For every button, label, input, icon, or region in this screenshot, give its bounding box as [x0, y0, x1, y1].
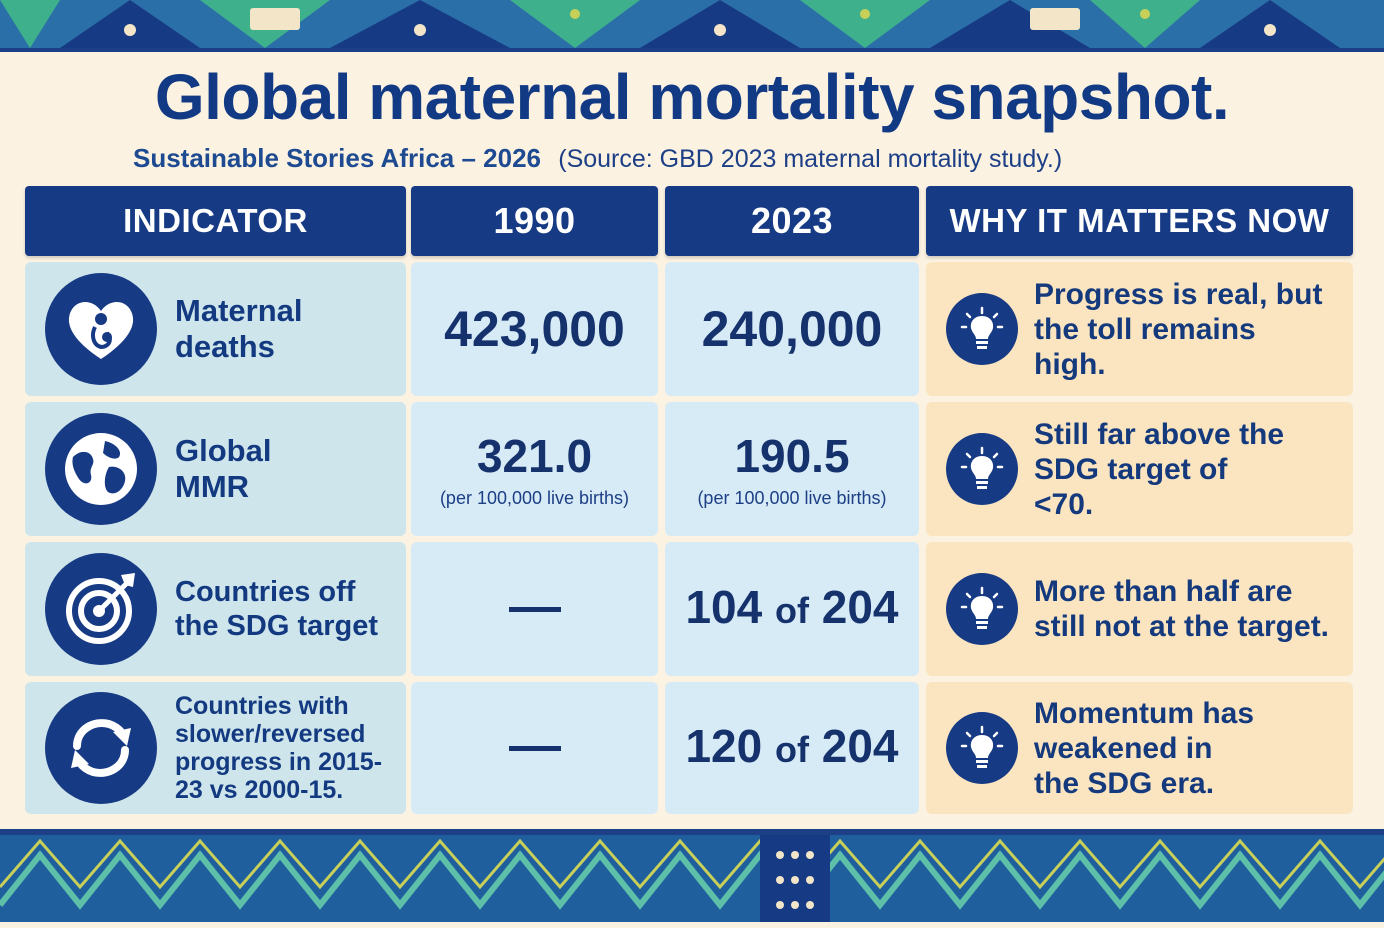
row-4-indicator: Countries with slower/reversed progress …: [25, 682, 406, 814]
row-2-2023: 190.5 (per 100,000 live births): [665, 402, 919, 536]
subtitle-brand: Sustainable Stories Africa – 2026: [133, 143, 542, 173]
row-3-why: More than half are still not at the targ…: [926, 542, 1353, 676]
indicator-label: Maternal deaths: [175, 293, 303, 364]
row-1-1990: 423,000: [411, 262, 658, 396]
header-why-it-matters: WHY IT MATTERS NOW: [926, 186, 1353, 256]
target-icon: [45, 553, 157, 665]
value-1990: 423,000: [444, 301, 625, 357]
header-1990: 1990: [411, 186, 658, 256]
subtitle-source: (Source: GBD 2023 maternal mortality stu…: [558, 145, 1063, 173]
decorative-bottom-border: [0, 829, 1384, 928]
not-applicable-dash: [508, 745, 561, 751]
row-2-why: Still far above the SDG target of <70.: [926, 402, 1353, 536]
row-1-2023: 240,000: [665, 262, 919, 396]
lightbulb-icon: [946, 712, 1018, 784]
unit-2023: (per 100,000 live births): [697, 487, 887, 508]
refresh-arrows-icon: [45, 692, 157, 804]
value-total: 204: [821, 581, 899, 633]
value-of: of: [775, 590, 809, 631]
row-3-1990: [411, 542, 658, 676]
row-3-2023: 104 of 204: [665, 542, 919, 676]
why-text: Progress is real, but the toll remains h…: [1034, 277, 1323, 381]
value-2023: 120 of 204: [685, 720, 898, 776]
row-1-why: Progress is real, but the toll remains h…: [926, 262, 1353, 396]
row-4-why: Momentum has weakened in the SDG era.: [926, 682, 1353, 814]
value-total: 204: [821, 720, 899, 772]
value-count: 120: [685, 720, 763, 772]
value-count: 104: [685, 581, 763, 633]
value-1990: 321.0: [476, 429, 593, 482]
value-of: of: [775, 729, 809, 770]
row-3-indicator: Countries off the SDG target: [25, 542, 406, 676]
lightbulb-icon: [946, 293, 1018, 365]
subtitle: Sustainable Stories Africa – 2026 (Sourc…: [133, 140, 1283, 177]
decorative-top-border: [0, 0, 1384, 52]
why-text: Still far above the SDG target of <70.: [1034, 417, 1285, 521]
row-4-1990: [411, 682, 658, 814]
value-2023: 240,000: [701, 301, 883, 357]
globe-icon: [45, 413, 157, 525]
header-2023: 2023: [665, 186, 919, 256]
not-applicable-dash: [508, 606, 561, 612]
row-2-1990: 321.0 (per 100,000 live births): [411, 402, 658, 536]
header-indicator: INDICATOR: [25, 186, 406, 256]
indicator-label: Countries with slower/reversed progress …: [175, 692, 383, 804]
row-4-2023: 120 of 204: [665, 682, 919, 814]
row-1-indicator: Maternal deaths: [25, 262, 406, 396]
indicator-label: Global MMR: [175, 433, 272, 504]
mother-baby-heart-icon: [45, 273, 157, 385]
row-2-indicator: Global MMR: [25, 402, 406, 536]
lightbulb-icon: [946, 573, 1018, 645]
why-text: More than half are still not at the targ…: [1034, 575, 1330, 643]
value-2023: 104 of 204: [685, 581, 898, 637]
lightbulb-icon: [946, 433, 1018, 505]
unit-1990: (per 100,000 live births): [439, 487, 630, 508]
page-title: Global maternal mortality snapshot.: [154, 61, 1230, 133]
indicator-label: Countries off the SDG target: [175, 576, 379, 642]
value-2023: 190.5: [734, 429, 850, 482]
why-text: Momentum has weakened in the SDG era.: [1034, 696, 1255, 800]
